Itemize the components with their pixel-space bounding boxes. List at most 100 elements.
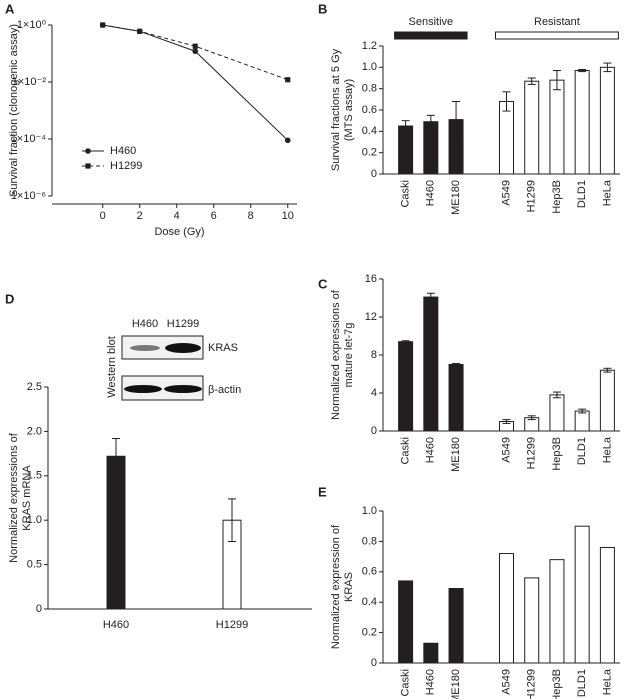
y-axis-label: Normalized expressions of xyxy=(330,289,342,420)
legend-label: H1299 xyxy=(110,160,142,172)
group-label: Sensitive xyxy=(409,16,454,28)
y-tick-label: 0.6 xyxy=(362,104,377,116)
panel-label: D xyxy=(5,291,14,306)
bar xyxy=(574,525,590,664)
x-tick-label: ME180 xyxy=(450,180,462,215)
y-tick-label: 12 xyxy=(365,311,377,323)
y-tick-label: 0.4 xyxy=(362,596,377,608)
legend-marker xyxy=(85,148,91,154)
x-tick-label: A549 xyxy=(500,180,512,206)
y-tick-label: 0 xyxy=(36,603,42,615)
blot-band-label: β-actin xyxy=(208,384,241,396)
y-axis-label: mature let-7g xyxy=(343,323,355,388)
bar xyxy=(423,296,439,432)
point xyxy=(192,43,198,49)
x-tick-label: HeLa xyxy=(601,668,613,695)
x-tick-label: Caski xyxy=(400,437,412,465)
group-bar xyxy=(394,31,468,40)
y-axis-label: Survival fraction (clonogenic assay) xyxy=(8,24,20,197)
y-tick-label: 0.8 xyxy=(362,83,377,95)
series-line xyxy=(102,24,289,141)
x-tick-label: H1299 xyxy=(526,437,538,469)
western-blot xyxy=(121,335,204,401)
bar xyxy=(549,394,565,432)
blot-band-label: KRAS xyxy=(208,342,238,354)
x-tick-label: DLD1 xyxy=(576,437,588,465)
y-tick-label: 0.2 xyxy=(362,147,377,159)
blot-lane: H1299 xyxy=(167,318,199,330)
y-tick-label: 0.5 xyxy=(27,559,42,571)
panel-label: A xyxy=(5,1,15,16)
x-tick-label: DLD1 xyxy=(576,669,588,697)
bar xyxy=(448,364,464,432)
y-tick-label: 1.0 xyxy=(362,505,377,517)
bar xyxy=(599,66,615,175)
blot-title: Western blot xyxy=(106,336,118,398)
series-line xyxy=(102,24,288,81)
blot-frame xyxy=(121,335,204,360)
x-tick-label: 8 xyxy=(248,210,254,222)
y-tick-label: 0.4 xyxy=(362,125,377,137)
y-axis-label: KRAS mRNA xyxy=(21,465,33,531)
group-label: Resistant xyxy=(534,16,580,28)
x-tick-label: A549 xyxy=(500,437,512,463)
y-tick-label: 0.6 xyxy=(362,566,377,578)
y-axis-label: Normalized expression of xyxy=(330,524,342,649)
x-tick-label: A549 xyxy=(500,669,512,695)
x-tick-label: ME180 xyxy=(450,669,462,699)
x-tick-label: 4 xyxy=(174,210,180,222)
bar xyxy=(423,121,439,175)
blot-band xyxy=(165,343,201,353)
bar xyxy=(599,369,615,432)
point xyxy=(137,28,143,34)
y-axis-label: KRAS xyxy=(343,572,355,602)
bar xyxy=(106,455,126,610)
x-tick-label: 2 xyxy=(137,210,143,222)
blot-band xyxy=(130,345,160,351)
point xyxy=(100,22,106,28)
y-tick-label: 0 xyxy=(371,657,377,669)
bar xyxy=(524,80,540,175)
bar xyxy=(524,577,540,664)
y-tick-label: 0 xyxy=(371,425,377,437)
bar xyxy=(499,553,514,664)
legend-marker xyxy=(85,163,91,169)
y-tick-label: 1.0 xyxy=(27,514,42,526)
bar xyxy=(574,410,590,432)
x-tick-label: H460 xyxy=(425,180,437,206)
panel-label: B xyxy=(318,1,327,16)
y-tick-label: 4 xyxy=(371,387,377,399)
x-tick-label: H1299 xyxy=(526,669,538,699)
x-tick-label: 6 xyxy=(211,210,217,222)
x-tick-label: H1299 xyxy=(216,619,248,631)
x-tick-label: H460 xyxy=(425,437,437,463)
y-tick-label: 1.0 xyxy=(362,61,377,73)
x-tick-label: H460 xyxy=(103,619,129,631)
x-tick-label: Hep3B xyxy=(551,437,563,471)
point xyxy=(284,137,291,144)
y-tick-label: 1.2 xyxy=(362,40,377,52)
group-bar xyxy=(495,31,619,40)
y-tick-label: 0.2 xyxy=(362,627,377,639)
x-tick-label: ME180 xyxy=(450,437,462,472)
point xyxy=(192,48,199,55)
x-tick-label: Hep3B xyxy=(551,669,563,699)
panel-label: C xyxy=(318,276,328,291)
bar xyxy=(398,125,414,175)
y-tick-label: 1×10⁰ xyxy=(17,19,47,31)
bar xyxy=(549,559,565,664)
x-tick-label: H460 xyxy=(425,669,437,695)
bar xyxy=(599,546,615,664)
bar xyxy=(499,100,514,175)
bar xyxy=(423,642,439,664)
y-tick-label: 1×10⁻⁴ xyxy=(11,133,47,145)
bar xyxy=(448,588,464,664)
x-tick-label: H1299 xyxy=(526,180,538,212)
y-axis-label: Normalized expressions of xyxy=(8,432,20,563)
x-axis-label: Dose (Gy) xyxy=(154,226,204,238)
x-tick-label: 10 xyxy=(282,210,294,222)
x-tick-label: 0 xyxy=(100,210,106,222)
bar xyxy=(574,70,590,175)
y-tick-label: 2.0 xyxy=(27,425,42,437)
